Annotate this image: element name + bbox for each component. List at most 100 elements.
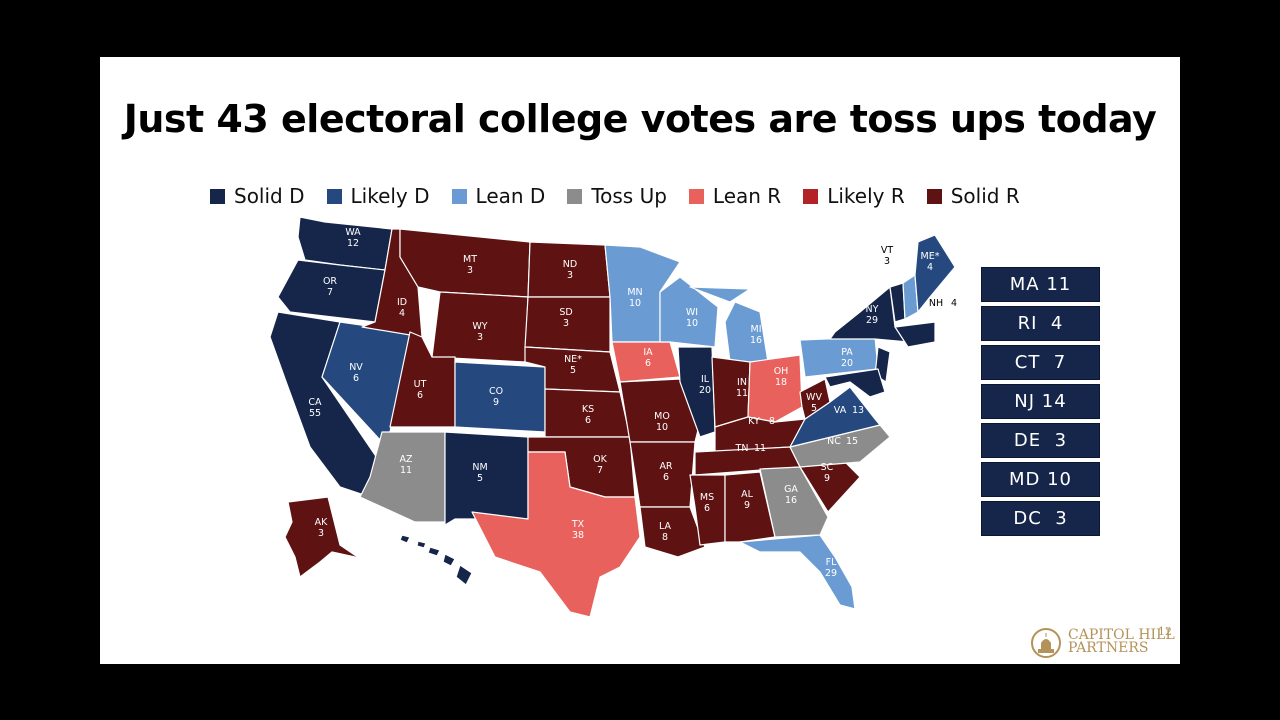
state-label-tn: TN	[735, 443, 749, 454]
state-label-nh: NH	[929, 298, 943, 309]
state-ms	[689, 474, 726, 546]
state-label-ny: 29	[866, 315, 878, 326]
state-label-ia: 6	[645, 358, 651, 369]
state-label-in: IN	[737, 377, 747, 388]
state-label-nc: 15	[846, 436, 858, 447]
state-nm	[444, 431, 529, 526]
state-label-ak: 3	[318, 528, 324, 539]
legend: Solid D Likely D Lean D Toss Up Lean R L…	[210, 184, 1020, 208]
state-label-il: 20	[699, 385, 711, 396]
state-label-nv: 6	[353, 373, 359, 384]
state-label-tn: 11	[754, 443, 766, 454]
state-wi	[659, 276, 719, 348]
state-label-wi: WI	[686, 307, 698, 318]
logo-text: CAPITOL HILL PARTNERS	[1068, 627, 1175, 656]
state-label-mt: MT	[463, 254, 477, 265]
state-label-vt: VT	[881, 245, 893, 256]
state-label-ak: AK	[315, 517, 328, 528]
state-label-az: AZ	[399, 454, 412, 465]
state-label-nm: NM	[472, 462, 487, 473]
state-label-ne: 5	[570, 365, 576, 376]
small-state-box: RI 4	[981, 306, 1100, 341]
state-label-pa: PA	[841, 347, 853, 358]
state-label-mi: 16	[750, 335, 762, 346]
state-label-ia: IA	[643, 347, 653, 358]
state-label-az: 11	[400, 465, 412, 476]
state-label-co: 9	[493, 397, 499, 408]
state-label-sd: 3	[563, 318, 569, 329]
small-state-box: NJ 14	[981, 384, 1100, 419]
state-label-ar: AR	[659, 461, 672, 472]
state-label-la: LA	[659, 521, 672, 532]
state-label-ca: 55	[309, 408, 321, 419]
state-label-oh: OH	[774, 366, 789, 377]
state-label-ny: NY	[866, 304, 879, 315]
state-label-hi: 4	[433, 580, 439, 591]
state-label-nv: NV	[349, 362, 363, 373]
capitol-dome-icon	[1031, 628, 1061, 658]
state-label-al: 9	[744, 500, 750, 511]
legend-item-likely-d: Likely D	[326, 184, 430, 208]
state-label-ga: GA	[784, 484, 798, 495]
state-label-nd: 3	[567, 270, 573, 281]
state-label-wv: WV	[806, 392, 822, 403]
state-label-va: VA	[834, 405, 847, 416]
state-labels: WA12OR7CA55NV6ID4MT3WY3UT6AZ11CO9NM5ND3S…	[308, 227, 957, 591]
state-label-nh: 4	[951, 298, 957, 309]
state-label-co: CO	[489, 386, 503, 397]
legend-item-lean-r: Lean R	[688, 184, 781, 208]
state-label-wy: 3	[477, 332, 483, 343]
state-label-or: OR	[323, 276, 337, 287]
state-label-mt: 3	[467, 265, 473, 276]
state-az	[359, 431, 446, 523]
state-label-wi: 10	[686, 318, 698, 329]
state-label-sc: 9	[824, 473, 830, 484]
state-label-va: 13	[852, 405, 864, 416]
state-label-ok: OK	[593, 454, 607, 465]
slide: Just 43 electoral college votes are toss…	[100, 57, 1180, 664]
small-states-panel: MA 11 RI 4 CT 7 NJ 14 DE 3 MD 10 DC 3	[981, 267, 1100, 540]
state-label-ks: 6	[585, 415, 591, 426]
legend-item-toss-up: Toss Up	[567, 184, 667, 208]
legend-item-solid-r: Solid R	[926, 184, 1020, 208]
us-electoral-map: WA12OR7CA55NV6ID4MT3WY3UT6AZ11CO9NM5ND3S…	[269, 216, 957, 618]
state-label-or: 7	[327, 287, 333, 298]
state-label-ar: 6	[663, 472, 669, 483]
state-label-ms: 6	[704, 503, 710, 514]
state-label-la: 8	[662, 532, 668, 543]
state-label-hi: HI	[431, 569, 441, 580]
state-ak	[284, 496, 386, 578]
state-label-oh: 18	[775, 377, 787, 388]
state-label-il: IL	[701, 374, 710, 385]
state-label-wa: 12	[347, 238, 359, 249]
state-co	[454, 361, 546, 433]
state-label-nm: 5	[477, 473, 483, 484]
small-state-box: CT 7	[981, 345, 1100, 380]
state-ga	[759, 466, 829, 538]
state-tx	[471, 451, 641, 618]
small-state-box: DE 3	[981, 423, 1100, 458]
state-label-mn: 10	[629, 298, 641, 309]
state-label-ky: 8	[769, 416, 775, 427]
page-number: 12	[1158, 625, 1172, 638]
state-label-sc: SC	[821, 462, 834, 473]
state-la	[639, 506, 706, 558]
state-label-tx: 38	[572, 530, 584, 541]
state-new-england	[894, 321, 936, 348]
state-label-id: ID	[397, 297, 407, 308]
state-label-in: 11	[736, 388, 748, 399]
state-label-wv: 5	[811, 403, 817, 414]
state-label-sd: SD	[559, 307, 572, 318]
state-label-ca: CA	[308, 397, 322, 408]
state-wv	[799, 378, 831, 420]
state-label-pa: 20	[841, 358, 853, 369]
state-label-ne: NE*	[564, 354, 582, 365]
state-label-id: 4	[399, 308, 405, 319]
state-md-de	[824, 368, 886, 398]
state-label-nc: NC	[827, 436, 841, 447]
state-label-ok: 7	[597, 465, 603, 476]
state-label-fl: 29	[825, 568, 837, 579]
legend-item-lean-d: Lean D	[451, 184, 545, 208]
state-label-al: AL	[741, 489, 753, 500]
state-label-me: 4	[927, 262, 933, 273]
